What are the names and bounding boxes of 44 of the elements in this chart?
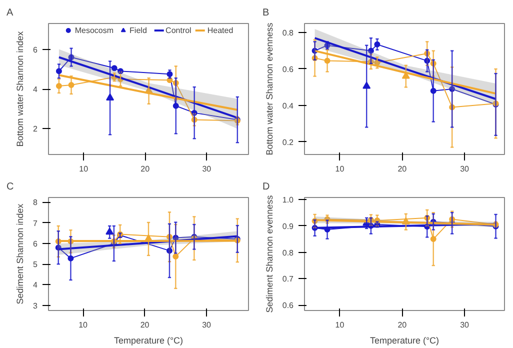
y-tick-label: 0.9	[282, 222, 294, 231]
y-tick-label: 3	[33, 301, 38, 310]
y-tick-label: 2	[33, 124, 38, 134]
x-axis-title: Temperature (°C)	[114, 336, 184, 346]
y-axis-title: Bottom water Shannon evenness	[264, 22, 274, 156]
x-tick-label: 20	[398, 164, 408, 174]
legend-label: Control	[166, 26, 192, 34]
chart-title: D	[262, 182, 270, 192]
y-tick-label: 0.6	[282, 64, 294, 74]
x-tick-label: 10	[335, 320, 345, 330]
y-tick-label: 0.7	[282, 274, 294, 284]
y-tick-label: 0.8	[282, 28, 294, 38]
y-tick-label: 8	[33, 198, 38, 208]
legend-label: Heated	[207, 26, 234, 34]
y-axis-title: Bottom water Shannon index	[15, 30, 26, 147]
y-tick-label: 0.8	[282, 248, 294, 258]
y-tick-label: 1.0	[282, 195, 294, 204]
x-tick-label: 20	[140, 320, 150, 330]
x-tick-label: 30	[202, 320, 212, 330]
y-axis-title: Sediment Shannon evenness	[264, 194, 274, 313]
y-tick-label: 4	[33, 85, 38, 94]
chart-title: A	[6, 8, 14, 18]
x-tick-label: 10	[335, 164, 345, 174]
x-tick-label: 10	[79, 164, 89, 174]
x-tick-label: 30	[460, 164, 470, 174]
y-tick-label: 4	[33, 280, 38, 290]
y-tick-label: 6	[33, 45, 38, 54]
y-tick-label: 0.4	[282, 101, 294, 110]
x-tick-label: 20	[398, 320, 408, 330]
y-tick-label: 7	[33, 218, 38, 228]
chart-title: B	[262, 8, 270, 18]
x-tick-label: 30	[202, 164, 212, 174]
y-tick-label: 0.6	[282, 301, 294, 310]
y-tick-label: 6	[33, 239, 38, 248]
x-tick-label: 10	[78, 320, 88, 330]
y-tick-label: 0.2	[282, 138, 294, 147]
chart-title: C	[6, 182, 14, 192]
x-tick-label: 20	[140, 164, 150, 174]
y-axis-title: Sediment Shannon index	[15, 203, 26, 304]
y-tick-label: 5	[33, 260, 38, 270]
x-axis-title: Temperature (°C)	[370, 336, 440, 346]
legend-label: Mesocosm	[74, 26, 114, 34]
legend-label: Field	[130, 26, 148, 34]
x-tick-label: 30	[460, 320, 470, 330]
